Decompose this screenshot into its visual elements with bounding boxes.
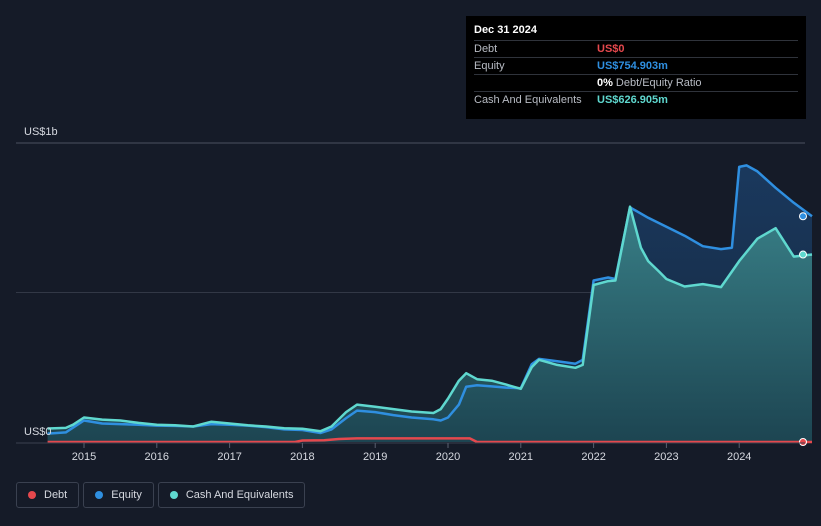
x-tick-label: 2017 xyxy=(217,451,241,463)
legend-debt-label: Debt xyxy=(44,489,68,501)
legend-equity-label: Equity xyxy=(111,489,142,501)
tooltip-row-cash: Cash And Equivalents US$626.905m xyxy=(474,91,798,108)
x-tick-label: 2016 xyxy=(145,451,169,463)
tooltip-equity-value: US$754.903m xyxy=(597,60,668,72)
y-axis-bottom-label: US$0 xyxy=(24,426,52,438)
tooltip-cash-label: Cash And Equivalents xyxy=(474,94,582,106)
x-tick-label: 2019 xyxy=(363,451,387,463)
tooltip-row-debt: Debt US$0 xyxy=(474,40,798,57)
legend-item-equity[interactable]: Equity xyxy=(83,482,154,508)
legend-debt-dot-icon xyxy=(28,491,36,499)
tooltip-debt-label: Debt xyxy=(474,43,498,55)
legend-equity-dot-icon xyxy=(95,491,104,499)
tooltip-row-ratio: 0% Debt/Equity Ratio xyxy=(474,74,798,91)
chart-legend: Debt Equity Cash And Equivalents xyxy=(16,482,306,508)
chart-tooltip: Dec 31 2024 Debt US$0 Equity US$754.903m… xyxy=(466,16,806,119)
x-tick-label: 2024 xyxy=(727,451,751,463)
tooltip-ratio-value: 0% xyxy=(597,77,613,89)
x-tick-label: 2023 xyxy=(654,451,678,463)
x-tick-label: 2022 xyxy=(581,451,605,463)
y-axis-top-label: US$1b xyxy=(24,126,58,138)
tooltip-debt-value: US$0 xyxy=(597,43,625,55)
x-tick-label: 2021 xyxy=(509,451,533,463)
debt-line xyxy=(47,437,812,444)
legend-cash-label: Cash And Equivalents xyxy=(185,489,294,501)
tooltip-date: Dec 31 2024 xyxy=(474,24,537,36)
legend-cash-dot-icon xyxy=(169,491,178,499)
equity-end-marker xyxy=(799,212,807,221)
tooltip-row-equity: Equity US$754.903m xyxy=(474,57,798,74)
debt-end-marker xyxy=(799,438,807,446)
x-tick-label: 2020 xyxy=(436,451,460,463)
x-tick-label: 2015 xyxy=(72,451,96,463)
x-tick-label: 2018 xyxy=(290,451,314,463)
cash-end-marker xyxy=(799,250,807,259)
legend-item-cash[interactable]: Cash And Equivalents xyxy=(157,482,306,508)
tooltip-equity-label: Equity xyxy=(474,60,505,72)
cash-line xyxy=(47,205,813,433)
tooltip-ratio-label: Debt/Equity Ratio xyxy=(615,77,702,89)
cash-area xyxy=(47,206,813,442)
tooltip-cash-value: US$626.905m xyxy=(597,94,668,106)
legend-item-debt[interactable]: Debt xyxy=(16,482,80,508)
